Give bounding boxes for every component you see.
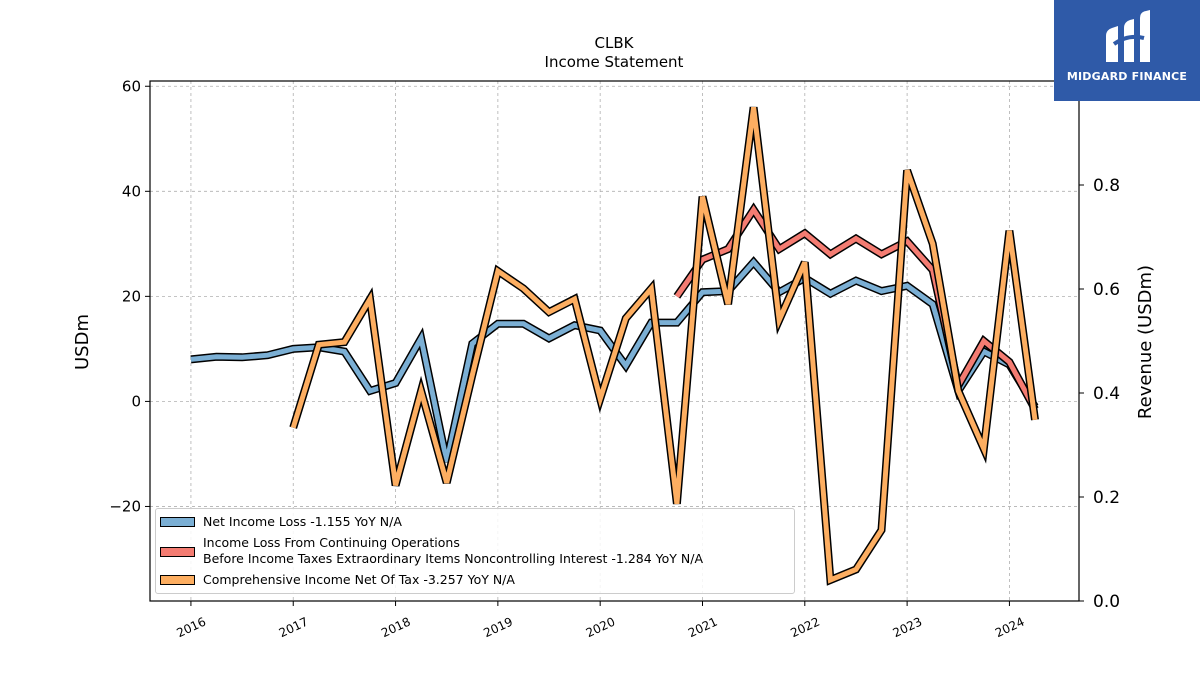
logo-text: MIDGARD FINANCE	[1066, 70, 1188, 83]
x-tick-label: 2020	[584, 615, 618, 641]
y-tick-label-right: 0.0	[1093, 592, 1120, 612]
y-tick-label-right: 0.4	[1093, 384, 1120, 404]
legend-label-net-income: Net Income Loss -1.155 YoY N/A	[203, 514, 402, 529]
legend-label-comprehensive-income: Comprehensive Income Net Of Tax -3.257 Y…	[203, 572, 515, 587]
y-tick-label-left: 40	[122, 182, 141, 200]
legend: Net Income Loss -1.155 YoY N/A Income Lo…	[155, 508, 795, 594]
x-tick-label: 2023	[891, 615, 925, 641]
y-tick-label-left: 0	[131, 392, 141, 410]
legend-swatch-net-income	[160, 517, 195, 527]
legend-label-pretax-income-line1: Income Loss From Continuing Operations	[203, 535, 460, 550]
legend-label-pretax-income-line2: Before Income Taxes Extraordinary Items …	[203, 551, 704, 566]
y-tick-label-right: 0.2	[1093, 488, 1120, 508]
y-tick-label-right: 0.6	[1093, 280, 1120, 300]
x-tick-label: 2017	[277, 615, 311, 641]
x-tick-label: 2021	[686, 615, 720, 641]
series-line-comprehensive-income	[290, 106, 1038, 584]
chart-title: CLBK	[595, 34, 635, 52]
y-tick-label-left: 60	[122, 77, 141, 95]
x-tick-label: 2016	[174, 615, 208, 641]
series-layer	[190, 106, 1039, 586]
y-axis-label-left: USDm	[72, 314, 93, 370]
logo-mark-icon	[1106, 10, 1150, 62]
brand-logo: MIDGARD FINANCE	[1054, 0, 1200, 101]
y-tick-label-left: −20	[109, 497, 141, 515]
y-axis-label-right: Revenue (USDm)	[1135, 265, 1156, 419]
legend-swatch-comprehensive-income	[160, 575, 195, 585]
x-tick-label: 2022	[788, 615, 822, 641]
plot-frame	[149, 80, 1080, 602]
x-tick-label: 2018	[379, 615, 413, 641]
x-tick-label: 2024	[993, 615, 1027, 641]
y-tick-label-right: 0.8	[1093, 176, 1120, 196]
legend-swatch-pretax-income	[160, 547, 195, 557]
x-tick-label: 2019	[481, 615, 515, 641]
chart-subtitle: Income Statement	[545, 53, 684, 71]
y-tick-label-left: 20	[122, 287, 141, 305]
